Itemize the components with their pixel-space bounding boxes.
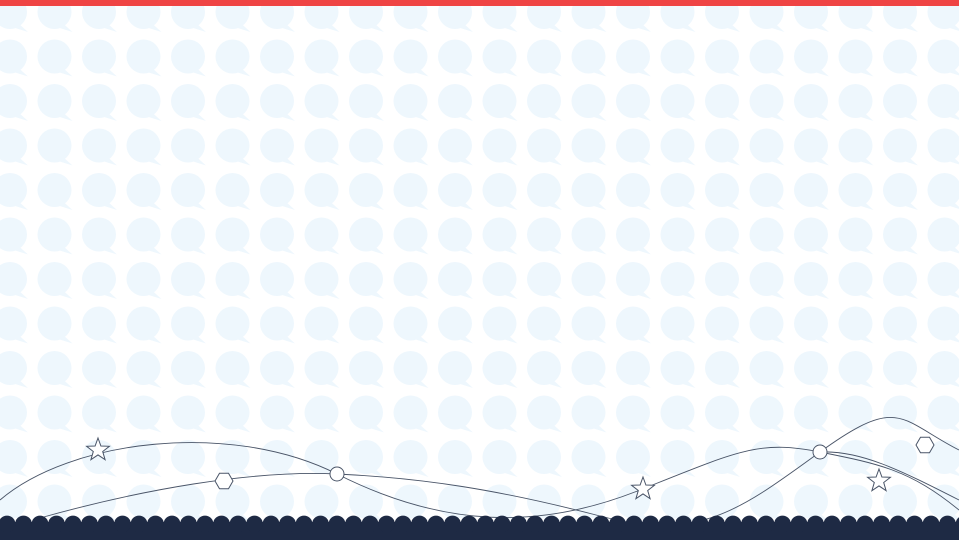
footer-scallop bbox=[823, 515, 841, 533]
footer-scallop bbox=[0, 515, 16, 533]
footer-scallop bbox=[444, 515, 461, 533]
footer-scallop bbox=[642, 515, 659, 533]
circle-icon bbox=[812, 444, 828, 460]
footer-scallop bbox=[427, 515, 445, 533]
wave-line-3 bbox=[819, 451, 959, 501]
scalloped-footer bbox=[0, 515, 959, 540]
top-accent-bar bbox=[0, 0, 959, 6]
footer-scallop bbox=[97, 515, 115, 533]
footer-scallop bbox=[229, 515, 247, 533]
footer-scallop bbox=[724, 515, 742, 533]
footer-scallop bbox=[361, 515, 379, 533]
hexagon-icon bbox=[214, 472, 234, 490]
footer-scallop bbox=[939, 515, 956, 533]
footer-scallop bbox=[15, 515, 32, 533]
footer-scallop bbox=[510, 515, 527, 533]
wave-line-2 bbox=[39, 416, 959, 526]
star-icon bbox=[85, 436, 111, 461]
footer-scallop bbox=[625, 515, 643, 533]
footer-scallop bbox=[790, 515, 808, 533]
footer-scallop bbox=[922, 515, 940, 533]
footer-scallop bbox=[757, 515, 775, 533]
footer-scallop bbox=[526, 515, 544, 533]
footer-scallop bbox=[262, 515, 280, 533]
footer-scallop bbox=[559, 515, 577, 533]
footer-scallop bbox=[460, 515, 478, 533]
circle-icon bbox=[329, 466, 345, 482]
footer-scallop bbox=[906, 515, 923, 533]
footer-scallop bbox=[394, 515, 412, 533]
footer-scallop bbox=[840, 515, 857, 533]
footer-scallop bbox=[658, 515, 676, 533]
footer-scallop bbox=[246, 515, 263, 533]
star-icon bbox=[630, 475, 656, 500]
footer-scallop bbox=[378, 515, 395, 533]
footer-scallop bbox=[64, 515, 82, 533]
footer-scallop bbox=[493, 515, 511, 533]
footer-scallop bbox=[708, 515, 725, 533]
wave-line-1 bbox=[0, 442, 959, 519]
footer-scallop bbox=[81, 515, 98, 533]
footer-scallop bbox=[856, 515, 874, 533]
footer-scallop bbox=[675, 515, 692, 533]
footer-scallop bbox=[774, 515, 791, 533]
footer-scallop bbox=[543, 515, 560, 533]
footer-scallop bbox=[48, 515, 65, 533]
footer-scallop bbox=[609, 515, 626, 533]
footer-scallop bbox=[114, 515, 131, 533]
footer-scallop bbox=[345, 515, 362, 533]
footer-scallop bbox=[279, 515, 296, 533]
footer-scallop bbox=[691, 515, 709, 533]
footer-scallop bbox=[807, 515, 824, 533]
footer-scallop bbox=[889, 515, 907, 533]
footer-scallop bbox=[477, 515, 494, 533]
footer-scallop bbox=[180, 515, 197, 533]
footer-scallop bbox=[576, 515, 593, 533]
star-icon bbox=[866, 467, 892, 492]
hexagon-icon bbox=[915, 436, 935, 454]
footer-scallop bbox=[411, 515, 428, 533]
footer-scallop bbox=[592, 515, 610, 533]
footer-scallop bbox=[147, 515, 164, 533]
footer-scallop bbox=[873, 515, 890, 533]
footer-scallop bbox=[312, 515, 329, 533]
footer-scallop bbox=[196, 515, 214, 533]
footer-scallop bbox=[328, 515, 346, 533]
footer-scallop bbox=[295, 515, 313, 533]
footer-scallop bbox=[31, 515, 49, 533]
footer-scallop bbox=[163, 515, 181, 533]
speech-bubble-pattern bbox=[0, 6, 959, 540]
footer-scallop bbox=[130, 515, 148, 533]
footer-scallop bbox=[955, 517, 959, 531]
footer-scallop bbox=[741, 515, 758, 533]
footer-scallop bbox=[213, 515, 230, 533]
